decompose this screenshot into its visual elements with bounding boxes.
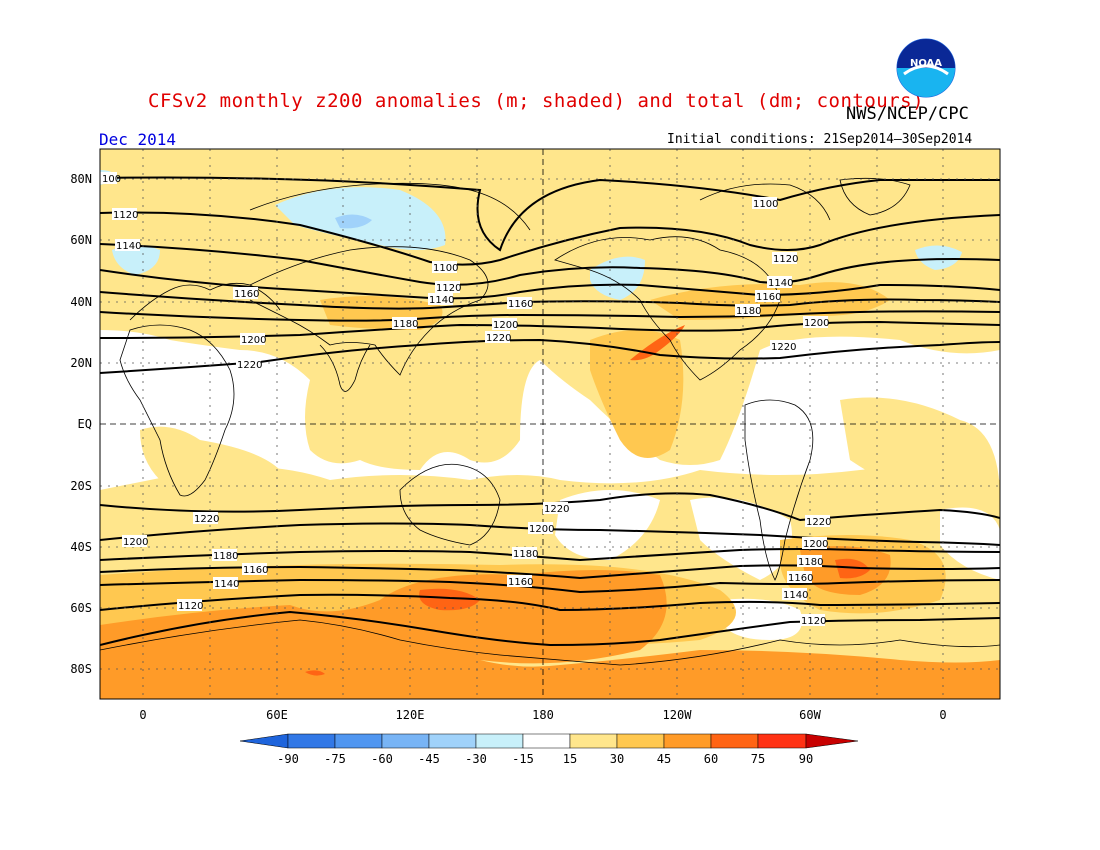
contour-label: 1100 [753, 199, 778, 210]
map-background [100, 149, 1000, 699]
colorbar-tick: 60 [703, 752, 719, 766]
contour-label: 1160 [508, 577, 533, 588]
lon-label: 120W [662, 708, 692, 722]
contour-label: 1120 [773, 254, 798, 265]
colorbar-swatch [475, 733, 524, 749]
lon-label: 60W [799, 708, 821, 722]
colorbar-tick: -60 [371, 752, 393, 766]
colorbar-tick: -75 [324, 752, 346, 766]
colorbar-tick: 75 [750, 752, 766, 766]
contour-label: 1200 [803, 539, 828, 550]
lat-label: 80S [70, 662, 92, 676]
contour-label: 1200 [804, 318, 829, 329]
contour-label: 1220 [771, 342, 796, 353]
contour-label: 1160 [756, 292, 781, 303]
colorbar-tick: 45 [656, 752, 672, 766]
lat-label: 60N [70, 233, 92, 247]
lon-label: 180 [532, 708, 554, 722]
contour-label: 1220 [806, 517, 831, 528]
map-frame [99, 148, 1001, 700]
colorbar-tick: -15 [512, 752, 534, 766]
contour-label: 1140 [116, 241, 141, 252]
colorbar-swatch [569, 733, 618, 749]
colorbar-tick: 90 [798, 752, 814, 766]
contour-label: 1200 [123, 537, 148, 548]
colorbar-tick: -90 [277, 752, 299, 766]
height-contours [100, 176, 1000, 647]
contour-label: 1160 [234, 289, 259, 300]
contour-label: 1180 [393, 319, 418, 330]
equator-dateline [100, 149, 1000, 699]
anomaly-shading-negative [275, 187, 446, 250]
colorbar-tick: -45 [418, 752, 440, 766]
contour-label: 1200 [529, 524, 554, 535]
initial-conditions: Initial conditions: 21Sep2014–30Sep2014 [667, 132, 973, 147]
lat-label: 80N [70, 172, 92, 186]
contour-label: 1120 [436, 283, 461, 294]
coastlines [100, 177, 1000, 666]
colorbar-swatch [757, 733, 807, 749]
contour-label: 1180 [736, 306, 761, 317]
lat-lon-grid [100, 149, 1000, 699]
valid-month: Dec 2014 [99, 130, 177, 149]
lat-label: 20N [70, 356, 92, 370]
contour-label: 1220 [544, 504, 569, 515]
lat-label: 40N [70, 295, 92, 309]
contour-label: 1200 [241, 335, 266, 346]
lat-label: 40S [70, 540, 92, 554]
anomaly-shading-south-positive [100, 466, 1000, 699]
contour-label: 1180 [513, 549, 538, 560]
colorbar-swatch [239, 733, 289, 749]
contour-label: 1140 [768, 278, 793, 289]
contour-labels: 100 1100 1120 1120 1100 1140 1120 1140 1… [100, 172, 831, 627]
contour-label: 1160 [788, 573, 813, 584]
lat-label: 60S [70, 601, 92, 615]
lon-label: 60E [266, 708, 288, 722]
lon-label: 120E [395, 708, 425, 722]
colorbar-swatch [710, 733, 759, 749]
colorbar [239, 733, 859, 749]
colorbar-tick: -30 [465, 752, 487, 766]
colorbar-swatch [522, 733, 571, 749]
colorbar-tick: 15 [562, 752, 578, 766]
agency-label: NWS/NCEP/CPC [846, 104, 969, 124]
noaa-logo: NOAA [896, 38, 956, 98]
colorbar-swatch [334, 733, 383, 749]
contour-label: 1140 [214, 579, 239, 590]
lat-label: EQ [77, 417, 92, 431]
contour-label: 1220 [237, 360, 262, 371]
contour-label: 1180 [798, 557, 823, 568]
contour-label: 1120 [801, 616, 826, 627]
colorbar-swatch [428, 733, 477, 749]
contour-label: 1160 [508, 299, 533, 310]
colorbar-swatch [381, 733, 430, 749]
colorbar-tick: 30 [609, 752, 625, 766]
colorbar-swatch [616, 733, 665, 749]
contour-label: 1200 [493, 320, 518, 331]
contour-label: 1180 [213, 551, 238, 562]
contour-label: 1140 [783, 590, 808, 601]
lon-label: 0 [939, 708, 947, 722]
svg-text:NOAA: NOAA [910, 58, 942, 69]
colorbar-swatch [663, 733, 712, 749]
contour-label: 1220 [194, 514, 219, 525]
contour-label: 1100 [433, 263, 458, 274]
contour-label: 1160 [243, 565, 268, 576]
lat-label: 20S [70, 479, 92, 493]
colorbar-swatch [805, 733, 859, 749]
lon-label: 0 [139, 708, 147, 722]
contour-label: 1120 [113, 210, 138, 221]
anomaly-shading-north-positive [100, 149, 1000, 470]
chart-title: CFSv2 monthly z200 anomalies (m; shaded)… [148, 90, 925, 112]
contour-label: 1140 [429, 295, 454, 306]
contour-label: 100 [102, 174, 121, 185]
colorbar-swatch [287, 733, 336, 749]
anomaly-shading-southern-ocean [100, 570, 1000, 699]
contour-label: 1120 [178, 601, 203, 612]
contour-label: 1220 [486, 333, 511, 344]
